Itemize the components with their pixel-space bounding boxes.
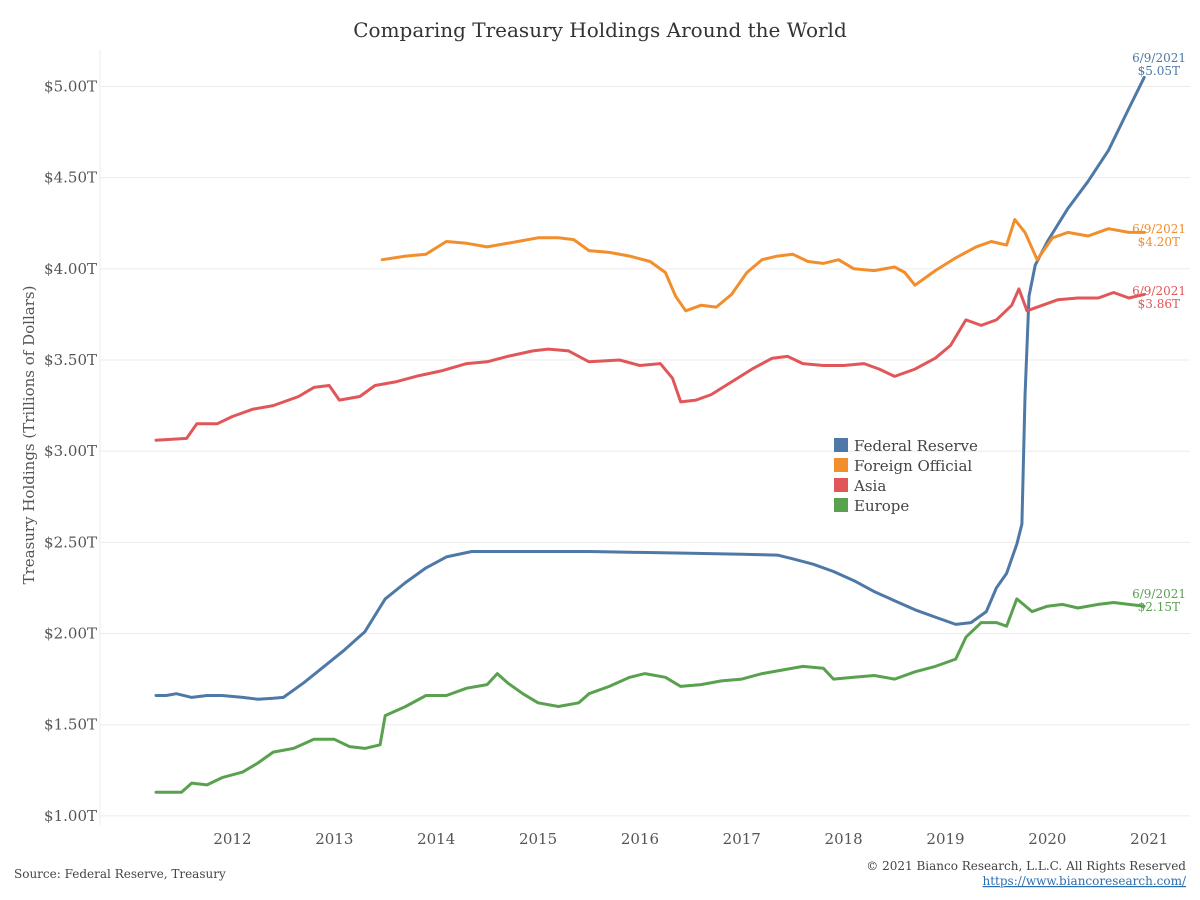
x-tick-label: 2016 <box>621 830 659 848</box>
x-axis-ticks: 2012 2013 2014 2015 2016 2017 2018 2019 2020 2021 <box>213 830 1168 848</box>
legend-swatch-europe <box>834 498 848 512</box>
series-line-asia <box>154 287 1146 442</box>
x-tick-label: 2017 <box>723 830 761 848</box>
legend-label-asia: Asia <box>853 477 886 495</box>
y-axis-ticks: $1.00T $1.50T $2.00T $2.50T $3.00T $3.50T $4.0… <box>44 77 97 824</box>
legend-label-foreign-official: Foreign Official <box>854 457 972 475</box>
x-tick-label: 2019 <box>926 830 964 848</box>
legend-label-europe: Europe <box>854 497 909 515</box>
legend-label-federal-reserve: Federal Reserve <box>854 437 978 455</box>
chart-title: Comparing Treasury Holdings Around the W… <box>353 18 847 42</box>
x-tick-label: 2018 <box>825 830 863 848</box>
x-tick-label: 2012 <box>213 830 251 848</box>
x-tick-label: 2014 <box>417 830 455 848</box>
y-tick-label: $1.00T <box>44 807 97 825</box>
end-label-value-foreign-official: $4.20T <box>1138 235 1180 249</box>
end-label-value-federal-reserve: $5.05T <box>1138 64 1180 78</box>
series-line-foreign-official <box>380 218 1146 313</box>
y-tick-label: $4.00T <box>44 260 97 278</box>
y-tick-label: $2.00T <box>44 625 97 643</box>
x-tick-label: 2020 <box>1028 830 1066 848</box>
legend-swatch-asia <box>834 478 848 492</box>
end-label-date-federal-reserve: 6/9/2021 <box>1132 51 1186 65</box>
end-label-value-asia: $3.86T <box>1138 297 1180 311</box>
y-tick-label: $3.50T <box>44 351 97 369</box>
legend-swatch-foreign-official <box>834 458 848 472</box>
end-label-date-europe: 6/9/2021 <box>1132 587 1186 601</box>
series-line-federal-reserve <box>154 75 1146 701</box>
end-label-date-asia: 6/9/2021 <box>1132 284 1186 298</box>
source-note: Source: Federal Reserve, Treasury <box>14 867 226 881</box>
website-link[interactable]: https://www.biancoresearch.com/ <box>982 874 1186 888</box>
series-lines <box>154 75 1146 794</box>
x-tick-label: 2013 <box>315 830 353 848</box>
y-tick-label: $2.50T <box>44 533 97 551</box>
x-tick-label: 2015 <box>519 830 557 848</box>
end-label-date-foreign-official: 6/9/2021 <box>1132 222 1186 236</box>
end-labels: 6/9/2021$5.05T6/9/2021$4.20T6/9/2021$3.8… <box>1132 51 1186 614</box>
legend: Federal Reserve Foreign Official Asia Eu… <box>834 437 978 515</box>
copyright-note: © 2021 Bianco Research, L.L.C. All Right… <box>866 859 1186 873</box>
x-tick-label: 2021 <box>1130 830 1168 848</box>
y-axis-label: Treasury Holdings (Trillions of Dollars) <box>20 286 38 585</box>
series-line-europe <box>154 597 1146 794</box>
gridlines <box>99 50 1190 825</box>
y-tick-label: $1.50T <box>44 716 97 734</box>
legend-swatch-federal-reserve <box>834 438 848 452</box>
y-tick-label: $5.00T <box>44 77 97 95</box>
y-tick-label: $3.00T <box>44 442 97 460</box>
y-tick-label: $4.50T <box>44 169 97 187</box>
end-label-value-europe: $2.15T <box>1138 600 1180 614</box>
